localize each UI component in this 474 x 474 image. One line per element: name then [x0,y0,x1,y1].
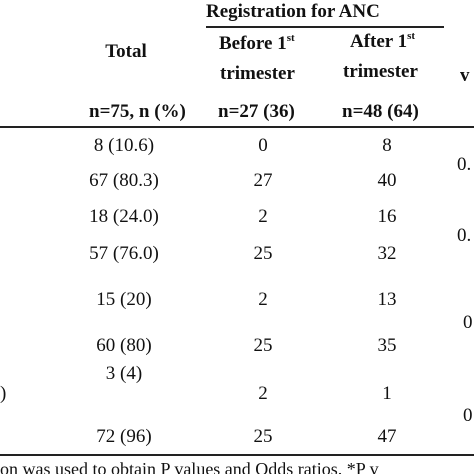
table-bottom-rule [0,454,474,456]
n-before-label: n=27 (36) [218,101,295,122]
table-cell-before: 25 [253,335,273,356]
table-cell-before: 0 [258,135,268,156]
table-cell-total: 8 (10.6) [93,135,155,156]
header-bottom-rule [0,126,474,128]
table-footnote: on was used to obtain P values and Odds … [0,459,379,474]
p-value-fragment: 0. [457,154,472,175]
before-header-line1: Before 1st [219,32,295,54]
table-cell-total: 3 (4) [105,363,143,384]
table-cell-before: 25 [253,426,273,447]
table-cell-after: 13 [377,289,397,310]
p-value-fragment: 0 [463,405,473,426]
p-value-fragment: 0. [457,225,472,246]
table-cell-total: 57 (76.0) [89,243,159,264]
group-header-rule [206,26,444,28]
table-cell-after: 32 [377,243,397,264]
table-cell-total: 18 (24.0) [89,206,159,227]
before-header-line2: trimester [220,63,295,84]
table-cell-after: 1 [382,383,392,404]
table-cell-after: 8 [382,135,392,156]
table-cell-before: 2 [258,383,268,404]
table-cell-after: 16 [377,206,397,227]
table-cell-total: 72 (96) [96,426,152,447]
table-cell-before: 27 [253,170,273,191]
table-cell-after: 35 [377,335,397,356]
table-cell-before: 25 [253,243,273,264]
table-cell-after: 47 [377,426,397,447]
table-cell-before: 2 [258,289,268,310]
left-edge-fragment: ) [0,383,7,404]
total-header: Total [105,41,147,62]
p-value-header-fragment: v [460,65,470,86]
table-cell-total: 15 (20) [96,289,152,310]
after-header-line1: After 1st [350,30,416,52]
table-cell-before: 2 [258,206,268,227]
table-cell-total: 67 (80.3) [89,170,159,191]
n-total-label: n=75, n (%) [89,101,186,122]
table-cell-total: 60 (80) [96,335,152,356]
after-header-line2: trimester [343,61,418,82]
n-after-label: n=48 (64) [342,101,419,122]
group-header: Registration for ANC [206,1,380,22]
table-cell-after: 40 [377,170,397,191]
p-value-fragment: 0 [463,312,473,333]
